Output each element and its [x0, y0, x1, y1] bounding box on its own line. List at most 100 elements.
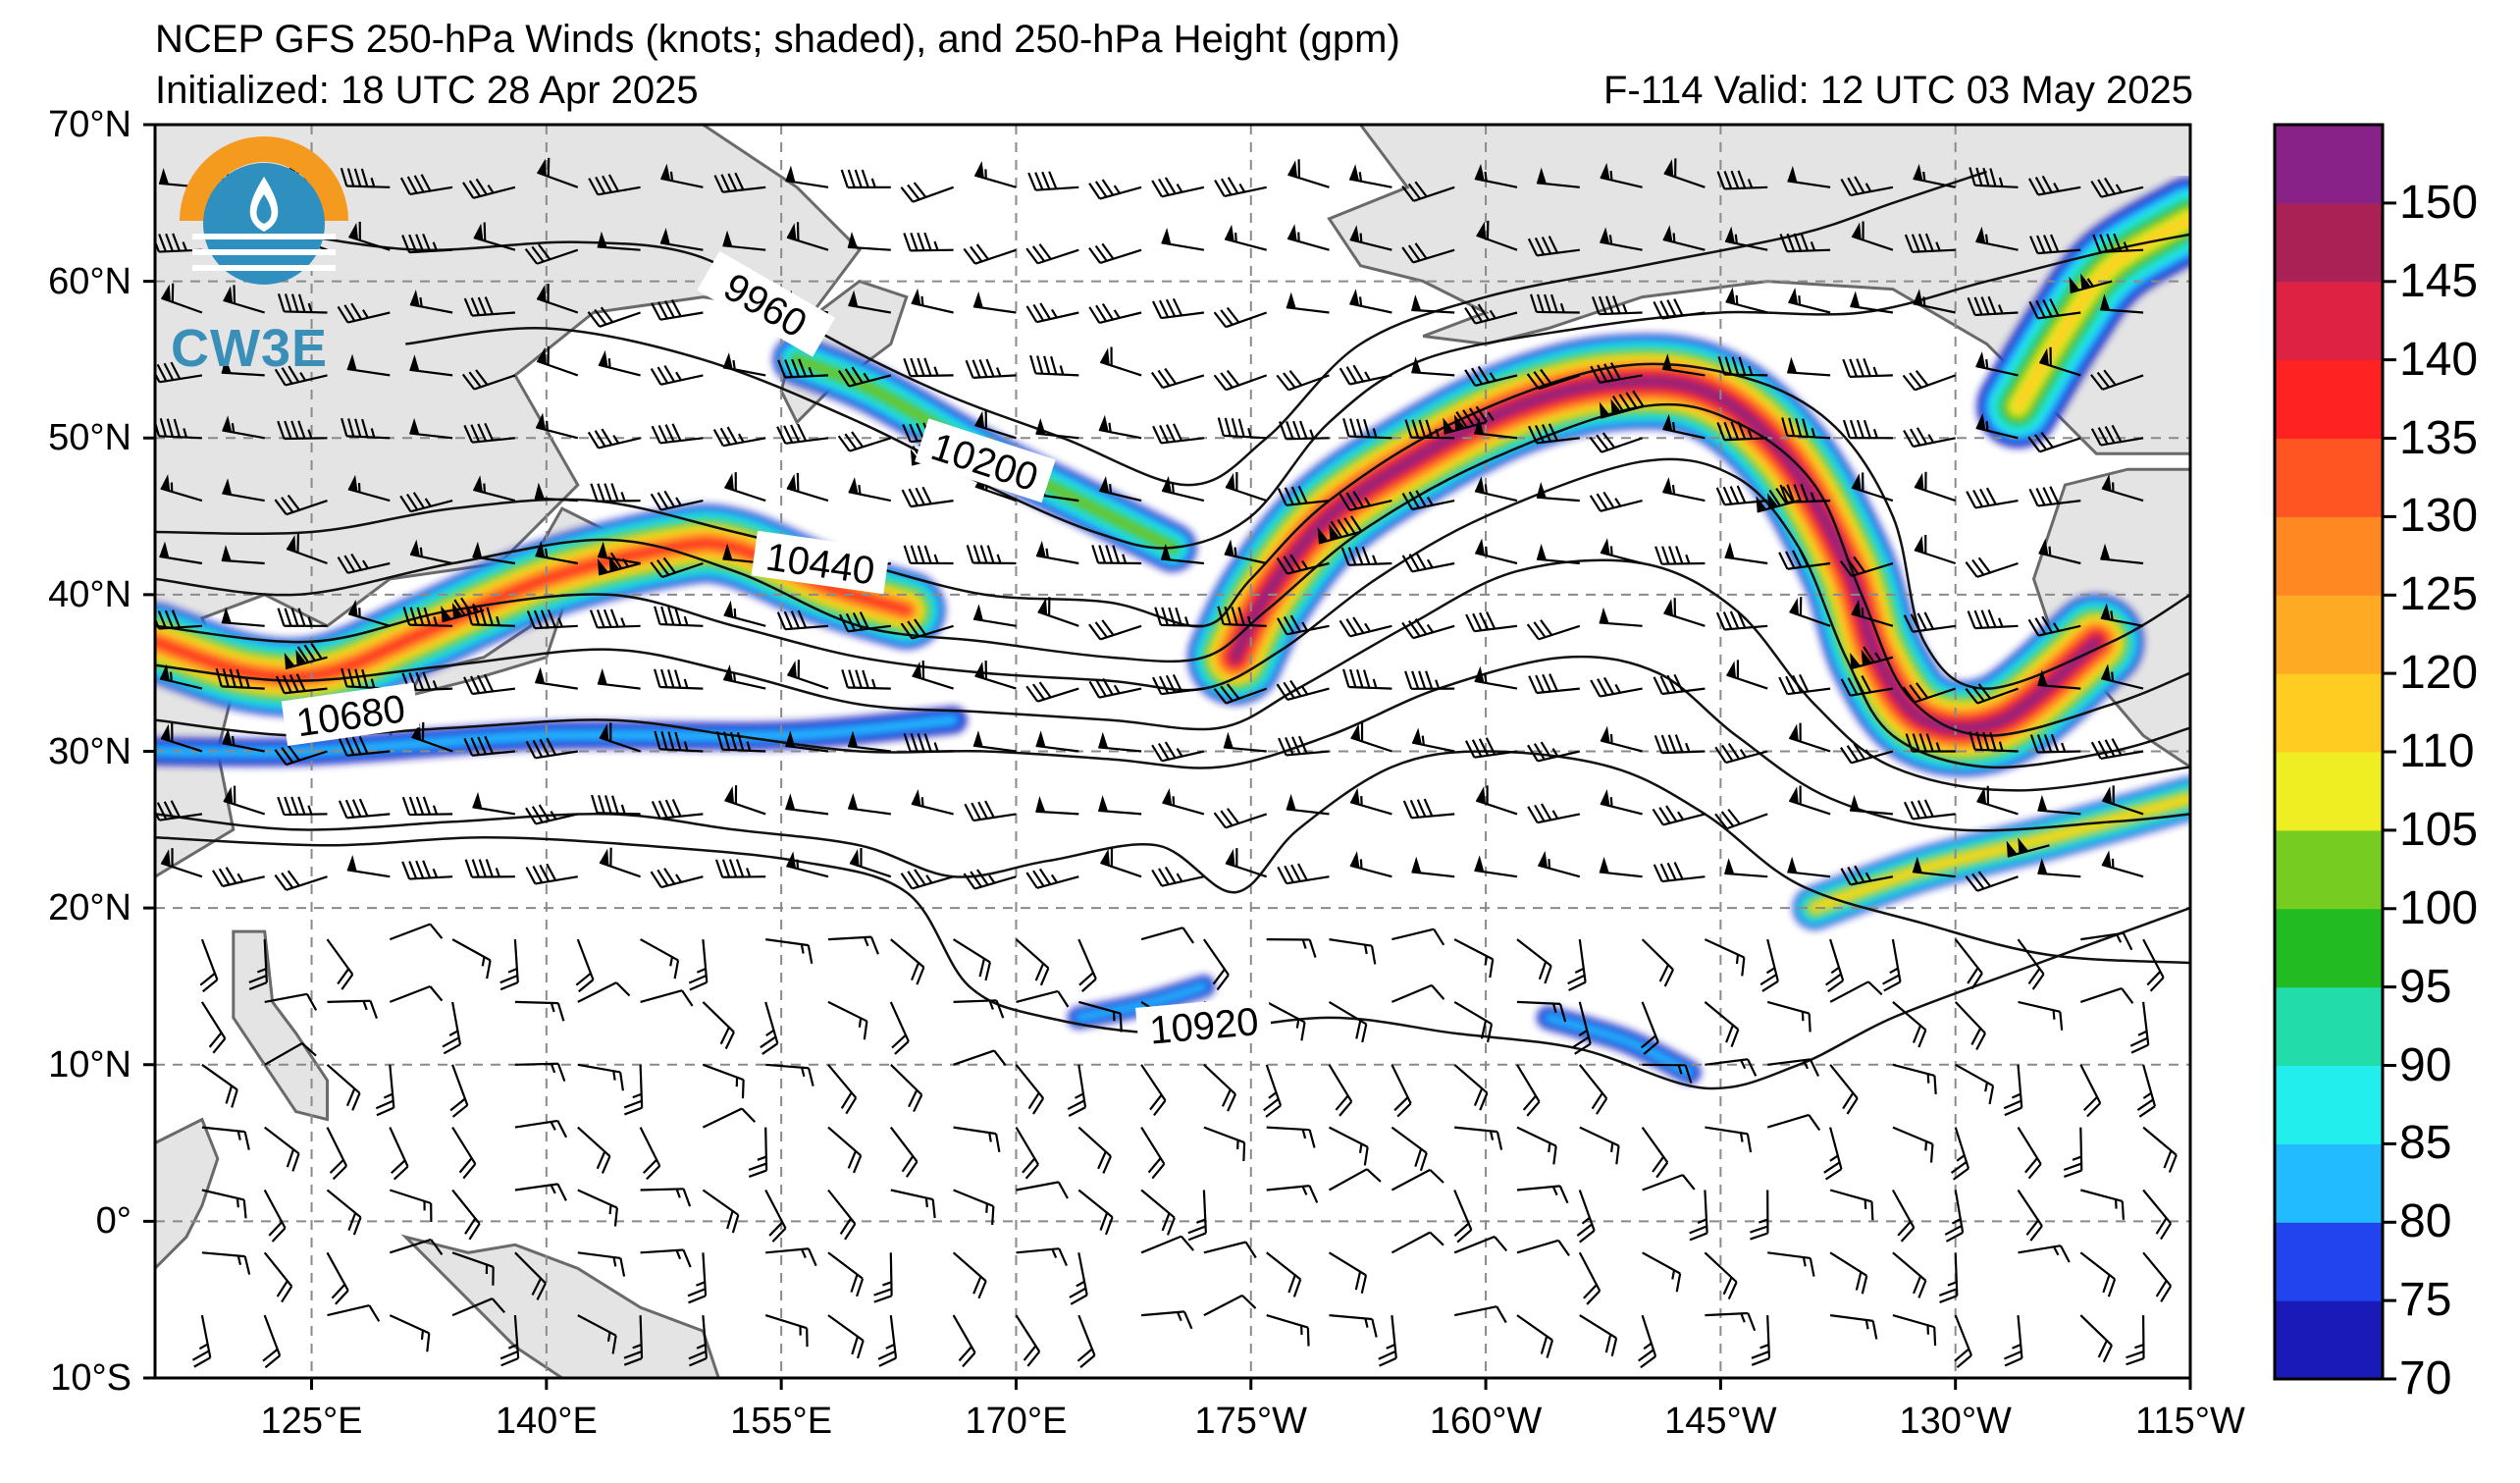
barb-flag: [1840, 868, 1852, 885]
barb-staff: [200, 1314, 212, 1358]
barb-flag: [1681, 1174, 1696, 1191]
barb-pennant: [1756, 496, 1767, 512]
barb-half-flag: [307, 805, 313, 816]
barb-flag: [2035, 487, 2046, 506]
wind-barb: [1453, 938, 1495, 979]
barb-flag: [1659, 863, 1670, 881]
barb-flag: [1227, 177, 1239, 194]
barb-flag: [1917, 234, 1927, 252]
barb-flag: [1854, 676, 1865, 694]
wind-barb: [972, 730, 1017, 753]
barb-half-flag: [1484, 673, 1488, 684]
barb-flag: [674, 607, 682, 626]
barb-staff: [1411, 561, 1455, 573]
barb-flag: [1924, 233, 1934, 252]
barb-pennant: [1661, 353, 1672, 371]
wind-barb: [639, 1127, 661, 1181]
barb-flag: [1339, 619, 1351, 637]
wind-barb: [1640, 1001, 1659, 1055]
barb-pennant: [472, 791, 483, 809]
barb-flag: [979, 545, 988, 563]
barb-flag: [914, 869, 926, 886]
wind-barb: [1914, 471, 1957, 503]
barb-pennant: [1287, 224, 1297, 241]
barb-staff: [764, 1001, 779, 1044]
barb-flag: [1977, 556, 1991, 574]
barb-pennant: [159, 168, 170, 185]
wind-barb: [640, 989, 694, 1007]
barb-staff: [264, 1126, 300, 1155]
barb-staff: [389, 984, 431, 1003]
wind-barb: [765, 938, 814, 964]
barb-flag: [2004, 1106, 2022, 1117]
latitude-label: 10°N: [48, 1043, 131, 1086]
barb-flag: [1544, 965, 1552, 984]
contour-label-bg: [751, 530, 890, 595]
barb-flag: [2042, 487, 2053, 505]
barb-pennant: [1161, 543, 1172, 560]
barb-flag: [426, 1333, 431, 1352]
barb-staff: [889, 1001, 910, 1042]
wind-barb-strong: [2069, 273, 2113, 294]
barb-half-flag: [550, 1184, 556, 1194]
wind-barb: [1840, 675, 1894, 697]
barb-flag: [1854, 865, 1865, 883]
wind-barb: [1151, 177, 1205, 198]
wind-barb: [650, 556, 704, 579]
barb-flag: [499, 975, 518, 984]
barb-half-flag: [675, 1189, 681, 1198]
barb-flag: [2146, 971, 2162, 986]
wind-barb: [399, 174, 453, 196]
barb-flag: [1736, 609, 1747, 629]
wind-barb: [623, 1064, 644, 1116]
barb-staff: [912, 674, 954, 690]
barb-staff: [702, 1001, 735, 1033]
barb-half-flag: [1301, 1129, 1307, 1139]
barb-flag: [1714, 813, 1728, 829]
barb-pennant: [1975, 351, 1986, 369]
barb-staff: [1161, 489, 1205, 503]
barb-pennant: [1223, 731, 1234, 749]
barb-flag: [966, 545, 974, 563]
barb-half-flag: [362, 1000, 368, 1011]
wind-barb: [654, 606, 704, 627]
barb-staff: [2017, 1315, 2023, 1359]
barb-staff: [263, 1314, 282, 1356]
barb-flag: [714, 859, 724, 878]
barb-half-flag: [420, 1330, 425, 1341]
barb-staff: [1661, 750, 1706, 755]
barb-staff: [201, 1189, 245, 1201]
barb-pennant: [1349, 289, 1360, 306]
wind-barb: [1516, 1185, 1569, 1204]
barb-flag: [1396, 1102, 1412, 1118]
barb-flag: [199, 972, 216, 986]
barb-flag: [2090, 741, 2102, 760]
wind-barb: [2018, 1000, 2064, 1031]
wind-barb: [1589, 491, 1643, 512]
wind-barb: [2090, 369, 2144, 391]
barb-flag: [688, 974, 708, 984]
barb-staff: [765, 1247, 810, 1254]
barb-half-flag: [236, 873, 244, 882]
wind-barb: [588, 174, 641, 196]
barb-staff: [1724, 556, 1768, 565]
barb-half-flag: [307, 302, 313, 313]
barb-flag: [1485, 737, 1496, 756]
wind-barb: [1600, 538, 1643, 565]
wind-barb: [953, 999, 1005, 1019]
barb-flag: [901, 489, 913, 507]
barb-flag: [2090, 374, 2104, 391]
barb-flag: [1542, 673, 1551, 693]
barb-staff: [1578, 1190, 1596, 1232]
barb-flag: [1356, 418, 1364, 438]
barb-half-flag: [1301, 559, 1309, 570]
barb-flag: [1663, 969, 1674, 987]
barb-flag: [2029, 1225, 2043, 1242]
barb-flag: [406, 176, 418, 194]
barb-pennant: [597, 231, 607, 248]
barb-flag: [484, 296, 494, 315]
barb-pennant: [537, 285, 547, 302]
barb-flag: [1291, 736, 1301, 755]
wind-barb: [1850, 291, 1894, 314]
wind-barb: [2027, 432, 2081, 453]
